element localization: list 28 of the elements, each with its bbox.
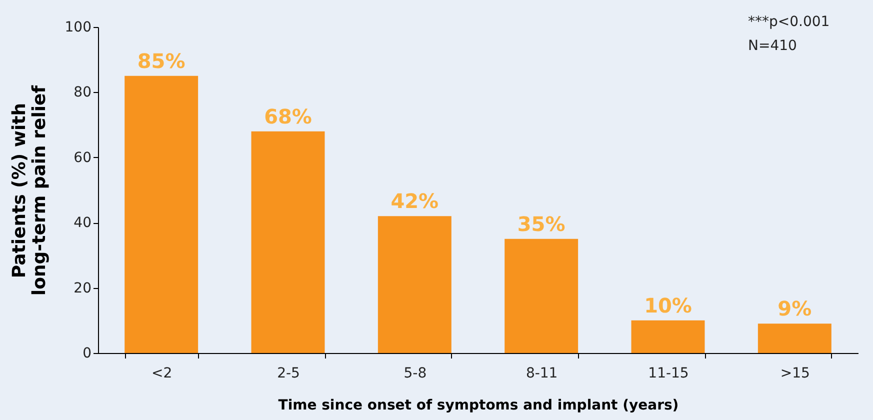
y-tick-label: 40 (74, 215, 92, 232)
x-tick-label: <2 (152, 366, 172, 382)
bar (631, 320, 705, 353)
x-tick-label: 5-8 (404, 366, 427, 382)
data-label: 10% (644, 293, 692, 318)
x-tick-label: >15 (780, 366, 810, 382)
bar (251, 131, 325, 353)
x-axis-title: Time since onset of symptoms and implant (years) (278, 398, 679, 414)
annotation: N=410 (748, 38, 797, 54)
y-tick-label: 100 (64, 20, 92, 36)
data-label: 35% (517, 212, 566, 236)
data-label: 42% (390, 189, 439, 214)
y-tick-label: 20 (74, 280, 92, 296)
y-tick-label: 60 (74, 150, 92, 166)
bar (378, 216, 452, 353)
y-axis-title: Patients (%) with long-term pain relief (8, 85, 50, 296)
y-tick-label: 80 (74, 84, 92, 101)
data-label: 85% (137, 48, 186, 73)
bar (758, 324, 832, 353)
bar (504, 238, 578, 353)
data-label: 68% (264, 104, 312, 128)
x-tick-label: 2-5 (277, 366, 300, 382)
bar (124, 76, 198, 353)
x-tick-label: 11-15 (648, 366, 689, 382)
x-tick-label: 8-11 (526, 366, 558, 382)
annotation: ***p<0.001 (748, 14, 830, 30)
y-tick-label: 0 (82, 346, 92, 362)
data-label: 9% (778, 296, 812, 321)
